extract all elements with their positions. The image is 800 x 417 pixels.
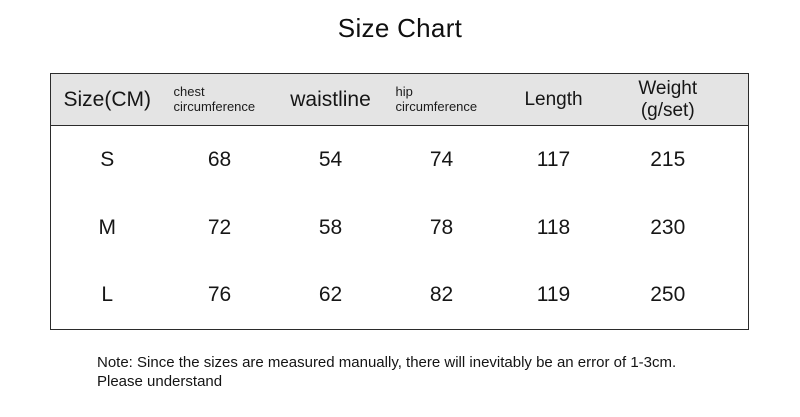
table-row-s: S 68 54 74 117 215 [50,125,749,194]
header-size-label: Size(CM) [63,87,152,111]
size-cell: S [100,147,115,171]
chest-value-cell: 68 [207,147,232,171]
size-cell: L [101,283,114,307]
header-hip-label: hip circumference [395,83,478,114]
header-chest-label: chest circumference [173,83,256,114]
hip-value-cell: 78 [429,215,454,239]
weight-value-cell: 250 [650,283,686,307]
note-line-2: Please understand [97,373,223,390]
header-hip-circumference: hip circumference [385,73,498,126]
size-cell: M [98,215,117,239]
table-header-row: Size(CM) chest circumference waistline h… [50,73,749,126]
waist-value-cell: 62 [318,283,343,307]
waist-value-cell: 54 [318,147,343,171]
header-chest-circumference: chest circumference [163,73,276,126]
header-size: Size(CM) [50,73,164,126]
measurement-note: Note: Since the sizes are measured manua… [97,353,737,391]
header-weight-label: Weight (g/set) [638,77,698,121]
hip-value-cell: 74 [429,147,454,171]
header-length-label: Length [524,88,583,110]
page-title: Size Chart [337,13,463,43]
header-waistline: waistline [275,73,386,126]
weight-value-cell: 215 [650,147,686,171]
size-chart-table: Size(CM) chest circumference waistline h… [50,73,749,330]
length-value-cell: 119 [536,283,571,307]
header-weight: Weight (g/set) [609,73,749,126]
table-row-l: L 76 62 82 119 250 [50,261,749,330]
header-length: Length [497,73,610,126]
waist-value-cell: 58 [318,215,343,239]
length-value-cell: 117 [536,147,571,171]
chest-value-cell: 72 [207,215,232,239]
table-row-m: M 72 58 78 118 230 [50,193,749,262]
weight-value-cell: 230 [650,215,686,239]
hip-value-cell: 82 [429,283,454,307]
note-line-1: Note: Since the sizes are measured manua… [97,354,677,371]
chest-value-cell: 76 [207,283,232,307]
header-waistline-label: waistline [290,87,371,111]
length-value-cell: 118 [536,215,571,239]
